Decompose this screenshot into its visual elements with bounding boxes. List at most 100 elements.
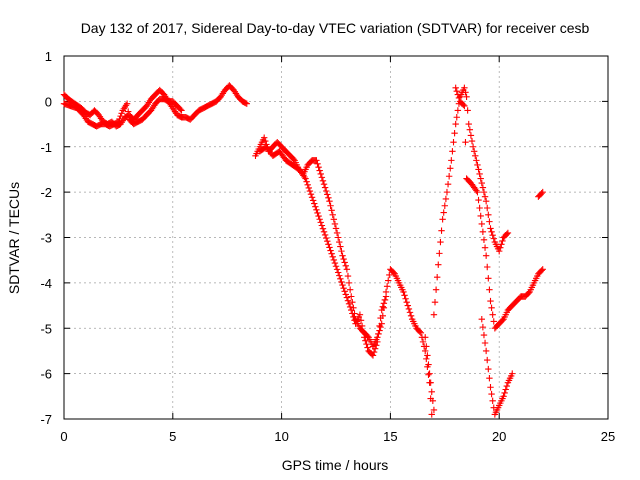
- data-point: [439, 216, 446, 223]
- data-point: [486, 374, 493, 382]
- data-point: [476, 170, 483, 178]
- data-point: [321, 184, 329, 191]
- data-point: [339, 252, 346, 259]
- data-point: [455, 94, 463, 102]
- data-point: [260, 134, 268, 141]
- data-point: [385, 277, 392, 284]
- data-point: [475, 166, 482, 173]
- data-point: [330, 216, 338, 223]
- data-point: [306, 187, 314, 195]
- data-point: [314, 160, 321, 167]
- data-point: [117, 112, 124, 120]
- data-point: [349, 298, 356, 306]
- data-point: [116, 115, 123, 123]
- data-point: [469, 143, 477, 150]
- data-point: [473, 187, 480, 194]
- data-point: [475, 196, 482, 204]
- data-point: [438, 227, 445, 234]
- data-point: [454, 107, 462, 114]
- data-point: [430, 311, 438, 318]
- data-point: [339, 281, 346, 289]
- data-point: [329, 253, 336, 261]
- data-point: [370, 348, 378, 356]
- data-point: [313, 206, 320, 214]
- data-point: [500, 393, 507, 400]
- data-point: [448, 157, 455, 164]
- data-point: [488, 304, 495, 312]
- data-point: [336, 272, 343, 279]
- data-point: [425, 361, 432, 368]
- data-point: [464, 107, 471, 114]
- data-point: [304, 181, 311, 188]
- x-tick-label: 10: [274, 429, 288, 444]
- data-point: [466, 126, 474, 133]
- data-point: [486, 286, 493, 293]
- data-point: [346, 286, 354, 293]
- data-point: [481, 193, 489, 200]
- data-point: [404, 302, 412, 309]
- data-point: [465, 120, 472, 128]
- data-points: [60, 82, 546, 418]
- data-point: [377, 323, 384, 331]
- data-point: [337, 275, 344, 282]
- data-point: [262, 137, 269, 145]
- data-point: [538, 267, 545, 274]
- data-point: [318, 222, 326, 229]
- data-point: [330, 256, 338, 264]
- data-point: [379, 303, 386, 310]
- x-tick-label: 25: [601, 429, 615, 444]
- data-point: [429, 397, 437, 405]
- data-point: [422, 347, 429, 355]
- data-point: [480, 188, 488, 196]
- data-point: [349, 310, 356, 317]
- data-point: [348, 293, 355, 300]
- data-point: [428, 388, 435, 395]
- data-point: [487, 225, 494, 232]
- data-point: [316, 216, 323, 223]
- data-point: [340, 284, 347, 292]
- data-point: [424, 352, 431, 359]
- data-point: [363, 340, 370, 348]
- data-point: [326, 198, 333, 205]
- data-point: [453, 114, 460, 121]
- data-point: [447, 165, 454, 172]
- data-point: [305, 184, 312, 192]
- data-point: [477, 175, 484, 182]
- y-tick-label: -4: [40, 276, 52, 291]
- y-axis-label: SDTVAR / TECUs: [6, 182, 22, 294]
- data-point: [484, 204, 491, 212]
- data-point: [364, 332, 371, 340]
- data-point: [427, 379, 434, 386]
- x-axis-ticks: 0 5 10 15 20 25: [60, 56, 615, 444]
- data-point: [497, 244, 504, 251]
- data-point: [509, 370, 516, 377]
- data-point: [485, 275, 492, 282]
- data-point: [341, 288, 348, 295]
- data-point: [345, 300, 353, 308]
- data-point: [401, 292, 408, 299]
- data-point: [344, 272, 352, 280]
- data-point: [403, 298, 410, 306]
- data-point: [452, 84, 459, 91]
- data-point: [435, 261, 442, 268]
- data-point: [462, 89, 469, 96]
- data-point: [407, 312, 415, 319]
- data-point: [479, 184, 487, 191]
- data-point: [503, 382, 511, 390]
- data-point: [323, 187, 330, 195]
- data-point: [303, 178, 310, 185]
- data-point: [503, 230, 511, 238]
- data-point: [178, 107, 185, 114]
- data-point: [243, 100, 250, 107]
- data-point: [400, 288, 407, 296]
- data-point: [361, 334, 368, 341]
- y-tick-label: -3: [40, 231, 52, 246]
- data-point: [539, 266, 546, 273]
- data-point: [377, 314, 384, 322]
- data-point: [374, 338, 381, 346]
- data-point: [486, 218, 493, 225]
- data-point: [437, 238, 444, 246]
- data-point: [308, 194, 316, 201]
